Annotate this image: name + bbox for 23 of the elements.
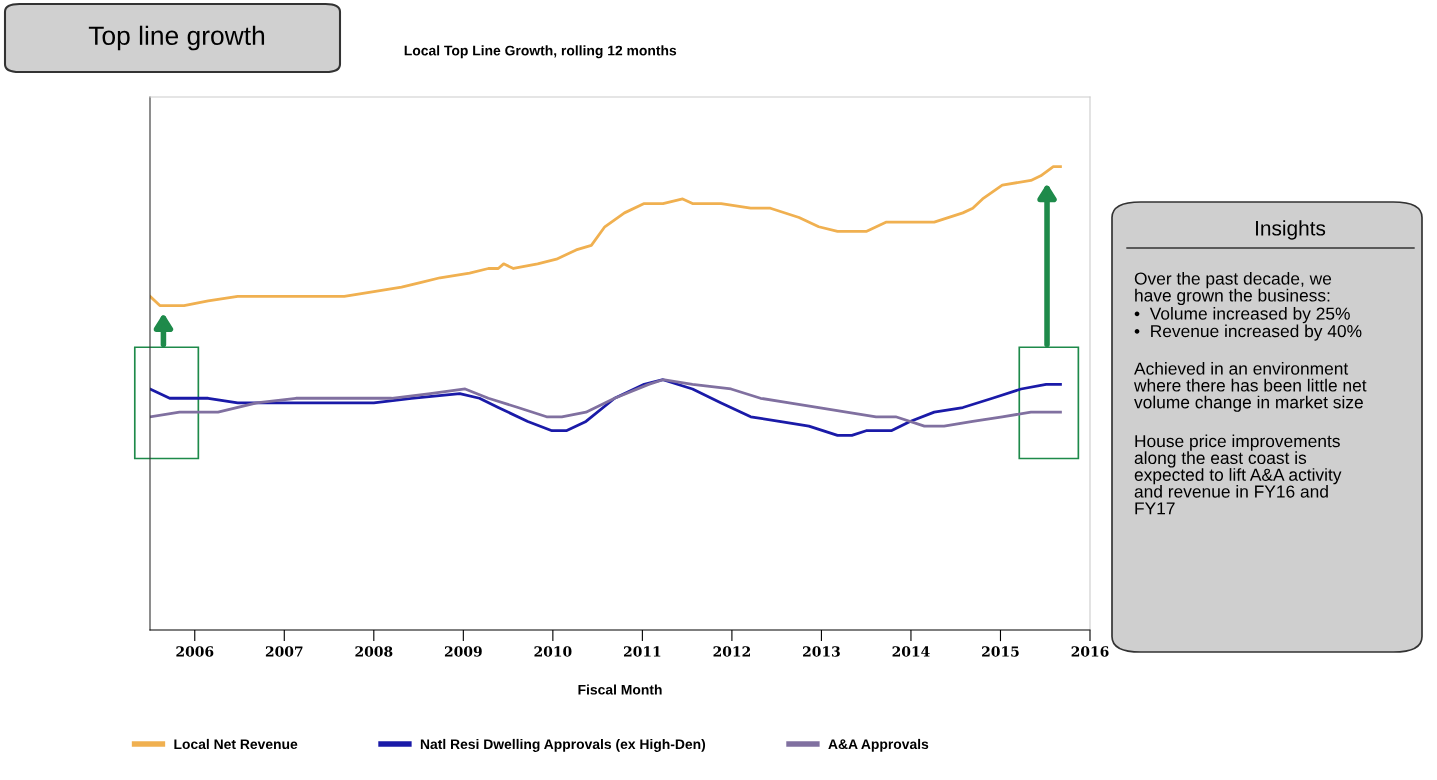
- legend-label: Natl Resi Dwelling Approvals (ex High-Den): [420, 738, 706, 752]
- x-tick-label: 2015: [982, 646, 1019, 657]
- text: • Volume increased by 25%: [1134, 307, 1350, 324]
- x-axis-title: Fiscal Month: [578, 684, 662, 695]
- legend-label: Local Net Revenue: [174, 738, 298, 750]
- text: Insights: [1256, 220, 1326, 240]
- x-tick-label: 2010: [534, 646, 572, 657]
- text: • Revenue increased by 40%: [1134, 324, 1362, 341]
- x-tick-label: 2014: [892, 646, 930, 657]
- text: Top line growth: [88, 25, 265, 51]
- text: Over the past decade, we have grown the business:: [1134, 272, 1332, 305]
- x-tick-label: 2012: [713, 646, 750, 657]
- x-tick-label: 2011: [623, 646, 661, 657]
- x-tick-label: 2007: [265, 646, 303, 657]
- x-tick-label: 2006: [176, 646, 214, 657]
- x-tick-label: 2013: [803, 646, 840, 657]
- x-tick-label: 2016: [1071, 646, 1109, 657]
- x-tick-label: 2008: [355, 646, 393, 657]
- legend-label: A&A Approvals: [828, 738, 929, 752]
- x-tick-label: 2009: [444, 646, 482, 657]
- text: Achieved in an environment where there has been little net volume change in market size: [1133, 362, 1367, 412]
- text: House price improvements along the east coast is expected to lift A&A activity and revenue in FY16 and FY17: [1134, 434, 1342, 515]
- chart-title: Local Top Line Growth, rolling 12 months: [404, 45, 677, 59]
